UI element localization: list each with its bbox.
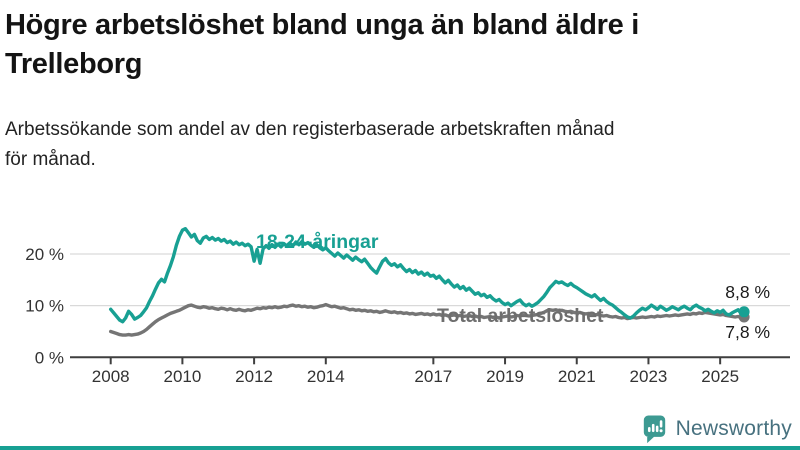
x-tick-label: 2008 [92, 367, 130, 386]
end-dot-young [738, 306, 750, 318]
newsworthy-logo: Newsworthy [641, 413, 792, 445]
y-tick-label: 10 % [25, 297, 64, 316]
series-line-total [108, 302, 746, 337]
x-axis: 2008 2010 2012 2014 2017 2019 2021 2023 2025 [70, 356, 790, 386]
series-line-young [108, 226, 746, 324]
newsworthy-bubble-chart-icon [643, 415, 665, 444]
y-tick-label: 20 % [25, 245, 64, 264]
x-tick-label: 2010 [163, 367, 201, 386]
young-end-value: 8,8 % [725, 282, 770, 302]
bottom-accent-bar [0, 446, 800, 450]
total-series-label: Total arbetslöshet [437, 305, 604, 327]
young-series-label: 18-24-åringar [256, 230, 379, 253]
series-lines [108, 226, 750, 337]
x-tick-label: 2012 [235, 367, 273, 386]
y-tick-label: 0 % [35, 348, 64, 367]
total-end-value: 7,8 % [725, 322, 770, 342]
title-line-1: Högre arbetslöshet bland unga än bland ä… [5, 9, 639, 41]
subtitle-line-2: för månad. [5, 149, 96, 170]
x-tick-label: 2014 [307, 367, 345, 386]
subtitle-line-1: Arbetssökande som andel av den registerb… [5, 119, 615, 140]
x-tick-label: 2021 [558, 367, 596, 386]
page-title: Högre arbetslöshet bland unga än bland ä… [5, 6, 639, 84]
x-tick-label: 2017 [414, 367, 452, 386]
x-tick-label: 2019 [486, 367, 524, 386]
brand-name: Newsworthy [675, 417, 792, 440]
x-tick-label: 2025 [701, 367, 739, 386]
title-line-2: Trelleborg [5, 48, 143, 80]
series-labels: 18-24-åringar Total arbetslöshet [256, 230, 604, 327]
gridlines [70, 253, 790, 307]
chart-subtitle: Arbetssökande som andel av den registerb… [5, 115, 614, 175]
end-value-labels: 8,8 % 7,8 % [725, 282, 770, 342]
y-axis-labels: 0 % 10 % 20 % [25, 245, 64, 367]
x-tick-label: 2023 [630, 367, 668, 386]
